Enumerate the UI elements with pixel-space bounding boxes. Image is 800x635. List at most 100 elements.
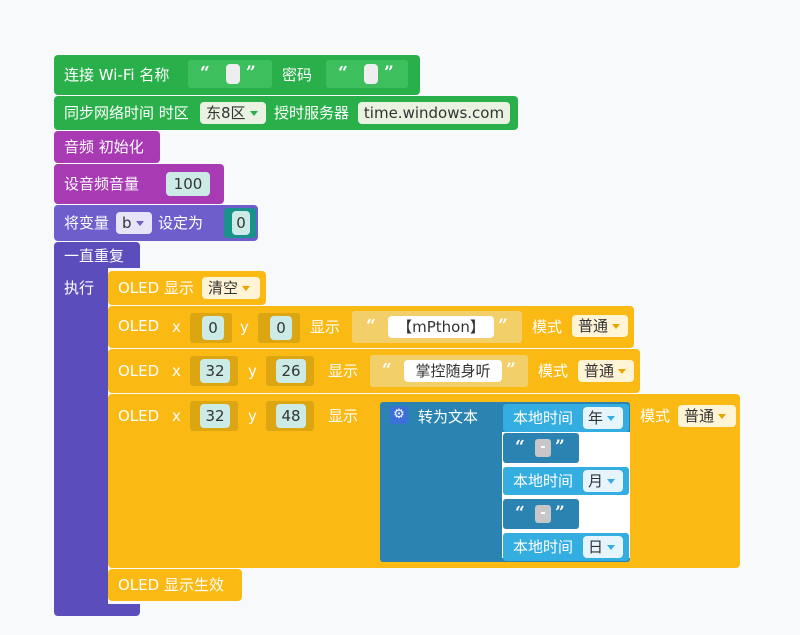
gear-icon[interactable]: ⚙ (390, 406, 408, 424)
text-input[interactable]: 掌控随身听 (404, 360, 502, 382)
mode-value: 普通 (684, 407, 715, 425)
chevron-down-icon (135, 221, 144, 226)
chevron-down-icon (607, 479, 616, 484)
variable-name: b (122, 214, 132, 232)
password-input[interactable] (364, 64, 378, 84)
time-unit-value: 月 (588, 472, 604, 490)
ntp-server-input[interactable]: time.windows.com (358, 102, 510, 124)
variable-dropdown[interactable]: b (116, 212, 152, 234)
mode-dropdown[interactable]: 普通 (678, 405, 736, 427)
time-unit-dropdown[interactable]: 日 (583, 536, 623, 558)
oled-clear-block[interactable]: OLED 显示 清空 (108, 271, 266, 305)
dash-string-block[interactable]: “ - ” (503, 499, 579, 529)
mode-label: 模式 (532, 318, 563, 336)
audio-volume-block[interactable]: 设音频音量 100 (54, 164, 224, 204)
wifi-connect-block[interactable]: 连接 Wi-Fi 名称 “ ” 密码 “ ” (54, 55, 420, 95)
time-unit-value: 日 (588, 538, 604, 556)
quote-open: “ (200, 63, 210, 83)
variable-set-label: 将变量 (64, 214, 110, 232)
x-slot: 32 (190, 356, 238, 386)
volume-input[interactable]: 100 (166, 172, 210, 196)
local-time-label: 本地时间 (513, 472, 574, 490)
x-input[interactable]: 32 (200, 359, 230, 383)
ntp-sync-block[interactable]: 同步网络时间 时区 东8区 授时服务器 time.windows.com (54, 96, 518, 130)
show-label: 显示 (328, 407, 359, 425)
time-unit-dropdown[interactable]: 年 (583, 407, 623, 429)
chevron-down-icon (607, 416, 616, 421)
oled-label: OLED (118, 317, 160, 335)
oled-clear-mode: 清空 (208, 279, 239, 297)
local-time-block[interactable]: 本地时间 日 (503, 533, 629, 561)
variable-set-block[interactable]: 将变量 b 设定为 0 (54, 205, 258, 241)
ntp-server-label: 授时服务器 (274, 104, 350, 122)
quote-open: “ (366, 316, 376, 336)
mode-value: 普通 (578, 317, 609, 335)
x-input[interactable]: 32 (200, 404, 230, 428)
mode-dropdown[interactable]: 普通 (578, 360, 634, 382)
y-label: y (248, 407, 257, 425)
chevron-down-icon (242, 286, 251, 291)
dash-string-block[interactable]: “ - ” (503, 433, 579, 463)
forever-label: 一直重复 (64, 247, 125, 265)
text-string-block[interactable]: “ 【mPthon】 ” (352, 311, 522, 343)
dash-input[interactable]: - (535, 439, 551, 457)
oled-label: OLED (118, 362, 160, 380)
y-input[interactable]: 0 (270, 316, 292, 340)
text-input[interactable]: 【mPthon】 (388, 316, 494, 338)
quote-open: “ (338, 63, 348, 83)
wifi-password-string[interactable]: “ ” (326, 60, 408, 88)
local-time-block[interactable]: 本地时间 年 (503, 404, 629, 432)
variable-value-input[interactable]: 0 (232, 211, 250, 235)
y-label: y (248, 362, 257, 380)
ssid-input[interactable] (226, 64, 240, 84)
show-label: 显示 (310, 318, 341, 336)
chevron-down-icon (249, 111, 258, 116)
audio-init-label: 音频 初始化 (64, 138, 144, 156)
to-text-label: 转为文本 (418, 408, 479, 426)
x-label: x (172, 407, 181, 425)
quote-close: ” (555, 437, 565, 457)
chevron-down-icon (612, 324, 621, 329)
x-label: x (172, 318, 181, 336)
ntp-label: 同步网络时间 时区 (64, 104, 189, 122)
chevron-down-icon (618, 369, 627, 374)
do-label: 执行 (64, 279, 95, 297)
mode-label: 模式 (640, 407, 671, 425)
quote-open: “ (515, 437, 525, 457)
x-label: x (172, 362, 181, 380)
wifi-password-label: 密码 (282, 66, 313, 84)
x-slot: 0 (190, 313, 232, 343)
oled-clear-dropdown[interactable]: 清空 (202, 277, 260, 299)
oled-text-block[interactable]: OLED x 0 y 0 显示 “ 【mPthon】 ” 模式 普通 (108, 306, 634, 348)
quote-close: ” (498, 316, 508, 336)
dash-input[interactable]: - (535, 505, 551, 523)
time-unit-dropdown[interactable]: 月 (583, 470, 623, 492)
y-slot: 48 (266, 401, 314, 431)
time-unit-value: 年 (588, 409, 604, 427)
oled-clear-label: OLED 显示 (118, 279, 194, 297)
wifi-ssid-string[interactable]: “ ” (188, 60, 272, 88)
local-time-block[interactable]: 本地时间 月 (503, 467, 629, 495)
local-time-label: 本地时间 (513, 409, 574, 427)
oled-show-block[interactable]: OLED 显示生效 (108, 569, 242, 601)
mode-label: 模式 (538, 362, 569, 380)
oled-show-label: OLED 显示生效 (118, 576, 224, 594)
x-input[interactable]: 0 (202, 316, 224, 340)
quote-open: “ (382, 360, 392, 380)
show-label: 显示 (328, 362, 359, 380)
quote-close: ” (506, 360, 516, 380)
mode-dropdown[interactable]: 普通 (572, 315, 628, 337)
text-string-block[interactable]: “ 掌控随身听 ” (370, 355, 528, 387)
y-input[interactable]: 48 (276, 404, 306, 428)
timezone-value: 东8区 (206, 104, 246, 122)
audio-volume-label: 设音频音量 (64, 175, 140, 193)
y-slot: 26 (266, 356, 314, 386)
quote-close: ” (246, 63, 256, 83)
timezone-dropdown[interactable]: 东8区 (200, 102, 266, 124)
oled-text-block[interactable]: OLED x 32 y 26 显示 “ 掌控随身听 ” 模式 普通 (108, 349, 640, 393)
audio-init-block[interactable]: 音频 初始化 (54, 131, 160, 163)
y-slot: 0 (258, 313, 300, 343)
y-input[interactable]: 26 (276, 359, 306, 383)
mode-value: 普通 (584, 362, 615, 380)
y-label: y (240, 318, 249, 336)
